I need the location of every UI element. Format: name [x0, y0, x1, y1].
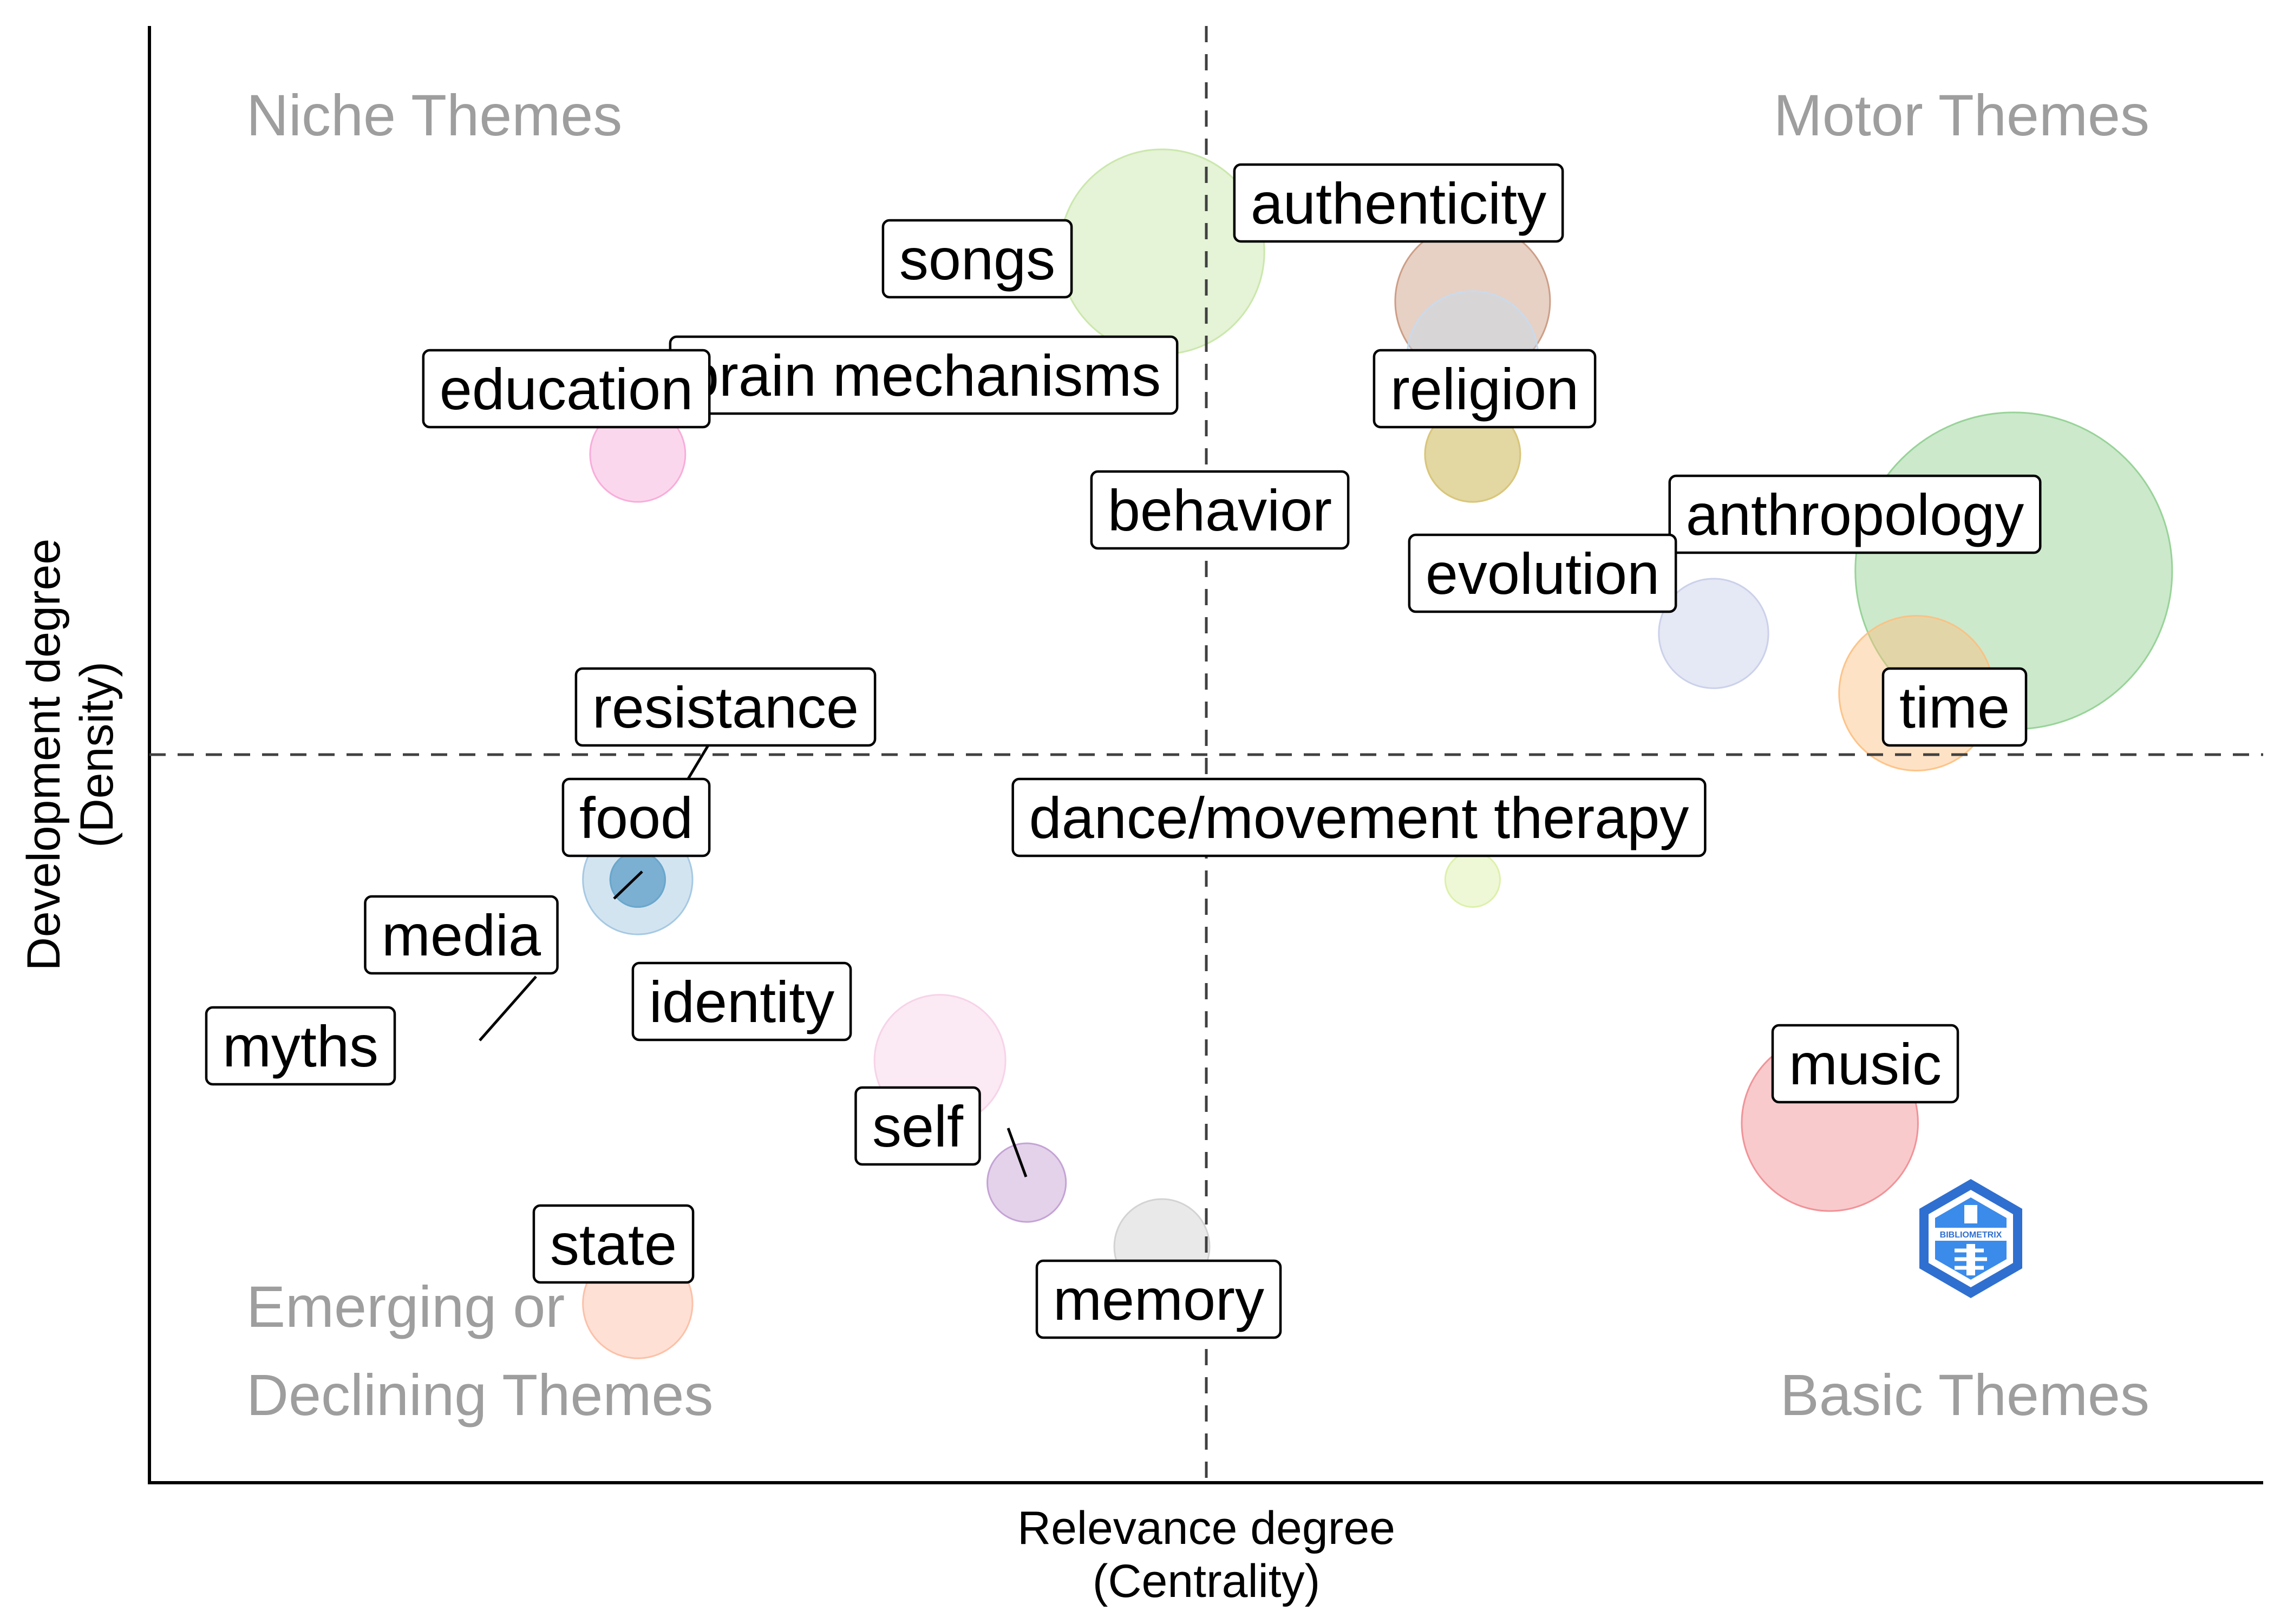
label-text-time: time — [1899, 675, 2010, 740]
label-myths: myths — [205, 1006, 396, 1086]
label-box-memory — [1035, 1259, 1282, 1339]
label-brain-mechanisms: brain mechanisms — [669, 335, 1179, 415]
quadrant-label-basic: Basic Themes — [1780, 1362, 2149, 1427]
quadrant-label-emerging-declining: Emerging or Declining Themes — [246, 1274, 713, 1427]
label-box-media — [364, 895, 559, 975]
label-text-resistance: resistance — [592, 675, 859, 740]
label-text-myths: myths — [223, 1013, 378, 1079]
label-text-self: self — [872, 1093, 964, 1159]
label-authenticity: authenticity — [1233, 163, 1564, 243]
label-box-time — [1881, 667, 2028, 747]
bubble-myths — [609, 851, 666, 908]
label-memory: memory — [1035, 1259, 1282, 1339]
label-text-evolution: evolution — [1426, 541, 1659, 606]
bibliometrix-logo: BIBLIOMETRIX — [1919, 1179, 2022, 1298]
bubble-self — [986, 1142, 1067, 1223]
label-time: time — [1881, 667, 2028, 747]
label-dance-movement-therapy: dance/movement therapy — [1011, 777, 1707, 857]
label-box-anthropology — [1668, 474, 2042, 554]
theme-labels: songs authenticity brain mechanisms religio… — [205, 163, 2042, 1339]
label-box-religion — [1373, 349, 1597, 429]
label-identity: identity — [631, 961, 852, 1042]
label-text-brain-mechanisms: brain mechanisms — [687, 343, 1161, 408]
label-box-food — [561, 777, 711, 857]
label-box-authenticity — [1233, 163, 1564, 243]
label-text-religion: religion — [1390, 356, 1579, 422]
label-box-state — [532, 1204, 695, 1284]
y-axis-title: Development degree(Density) — [18, 539, 123, 971]
quadrant-label-motor: Motor Themes — [1774, 82, 2149, 148]
label-text-identity: identity — [649, 969, 834, 1034]
label-box-evolution — [1408, 533, 1677, 613]
label-food: food — [561, 777, 711, 857]
label-state: state — [532, 1204, 695, 1284]
label-media: media — [364, 895, 559, 975]
label-text-memory: memory — [1053, 1267, 1264, 1332]
label-music: music — [1771, 1024, 1959, 1104]
label-text-songs: songs — [899, 226, 1055, 292]
label-text-authenticity: authenticity — [1251, 171, 1546, 236]
quadrant-label-niche: Niche Themes — [246, 82, 622, 148]
label-box-songs — [881, 219, 1073, 299]
label-text-media: media — [382, 902, 541, 968]
label-box-education — [422, 349, 711, 429]
label-text-anthropology: anthropology — [1686, 482, 2024, 547]
label-box-identity — [631, 961, 852, 1042]
bubble-dance-movement-therapy — [1444, 851, 1501, 908]
label-text-music: music — [1789, 1031, 1942, 1097]
label-songs: songs — [881, 219, 1073, 299]
label-text-behavior: behavior — [1108, 477, 1332, 543]
label-box-self — [854, 1086, 981, 1166]
label-education: education — [422, 349, 711, 429]
label-resistance: resistance — [574, 667, 877, 747]
label-box-resistance — [574, 667, 877, 747]
leader-media — [613, 870, 643, 900]
label-box-dance-movement-therapy — [1011, 777, 1707, 857]
label-text-state: state — [550, 1212, 677, 1277]
label-box-music — [1771, 1024, 1959, 1104]
label-box-myths — [205, 1006, 396, 1086]
label-text-dance-movement-therapy: dance/movement therapy — [1029, 785, 1689, 850]
label-behavior: behavior — [1090, 470, 1350, 550]
label-text-food: food — [579, 785, 693, 850]
x-axis-title: Relevance degree (Centrality) — [1017, 1502, 1395, 1607]
label-religion: religion — [1373, 349, 1597, 429]
svg-text:BIBLIOMETRIX: BIBLIOMETRIX — [1940, 1230, 2002, 1240]
leader-myths — [479, 975, 537, 1042]
leader-self — [1007, 1128, 1028, 1177]
label-text-education: education — [440, 356, 693, 422]
label-anthropology: anthropology — [1668, 474, 2042, 554]
label-evolution: evolution — [1408, 533, 1677, 613]
label-self: self — [854, 1086, 981, 1166]
bubbles-layer — [582, 148, 2173, 1359]
bubble-evolution — [1658, 578, 1769, 689]
label-box-behavior — [1090, 470, 1350, 550]
